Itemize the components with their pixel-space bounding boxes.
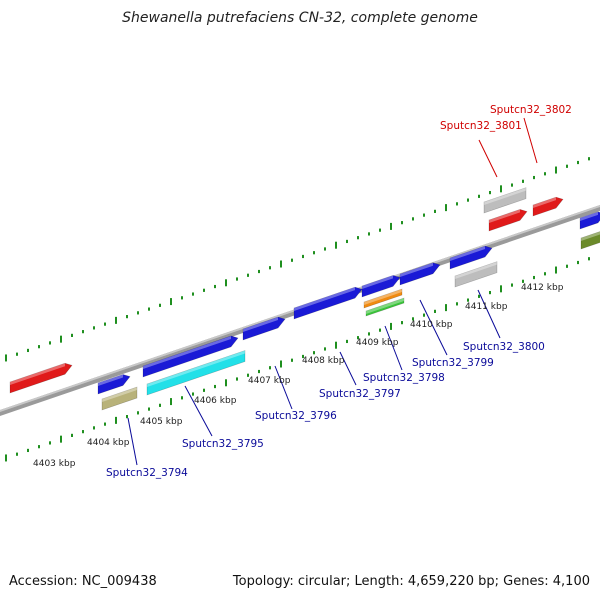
- gene-arrow-3799: [399, 262, 441, 286]
- scale-tick-label: 4403 kbp: [33, 459, 76, 469]
- genome-summary-text: Topology: circular; Length: 4,659,220 bp…: [232, 574, 590, 589]
- gene-box-edge-highlight: [581, 231, 600, 241]
- gene-arrow-3797: [293, 286, 363, 320]
- gene-arrow-3794: [97, 374, 131, 395]
- leader-line: [419, 299, 448, 356]
- scale-tick-labels: 4403 kbp 4404 kbp 4405 kbp 4406 kbp 4407 kbp…: [33, 283, 564, 469]
- gene-labels: Sputcn32_3794 Sputcn32_3795 Sputcn32_3796 S…: [106, 104, 572, 479]
- scale-tick-label: 4404 kbp: [87, 438, 130, 448]
- leader-line: [339, 351, 357, 386]
- gene-label: Sputcn32_3796: [255, 410, 337, 422]
- gene-arrow-3800a-highlight: [450, 246, 485, 261]
- scale-tick-label: 4408 kbp: [302, 356, 345, 366]
- gene-box-3798-highlight: [364, 289, 402, 305]
- leader-line: [523, 117, 538, 164]
- leader-line: [184, 385, 213, 437]
- gene-arrow-edge: [579, 211, 600, 230]
- leader-line: [384, 325, 403, 371]
- leader-line: [477, 289, 501, 339]
- leader-line: [478, 139, 498, 178]
- gene-box-3798: [363, 288, 403, 309]
- gene-label: Sputcn32_3794: [106, 467, 188, 479]
- map-title: Shewanella putrefaciens CN-32, complete …: [122, 10, 478, 26]
- gene-label: Sputcn32_3799: [412, 357, 494, 369]
- leader-line: [127, 417, 138, 466]
- gene-box-3795: [146, 350, 246, 396]
- scale-line-bottom: [5, 257, 590, 462]
- gene-label: Sputcn32_3795: [182, 438, 264, 450]
- scale-tick-label: 4412 kbp: [521, 283, 564, 293]
- gene-arrow-3801-highlight: [489, 209, 520, 223]
- gene-arrow-3797-highlight: [294, 287, 355, 311]
- leader-line: [274, 365, 293, 410]
- gene-label: Sputcn32_3797: [319, 388, 401, 400]
- gene-box-3801-highlight: [484, 187, 526, 205]
- gene-label: Sputcn32_3802: [490, 104, 572, 116]
- gene-arrow-3795a-highlight: [143, 335, 231, 369]
- scale-tick-label: 4409 kbp: [356, 338, 399, 348]
- gene-arrow-edge-highlight: [580, 211, 598, 221]
- gene-box-3798b-highlight: [366, 298, 404, 314]
- scale-tick-label: 4405 kbp: [140, 417, 183, 427]
- scale-tick-label: 4406 kbp: [194, 396, 237, 406]
- gene-arrow-3794-highlight: [98, 374, 123, 386]
- gene-box-3800-highlight: [455, 261, 497, 279]
- gene-arrow-3802-highlight: [533, 197, 556, 208]
- gene-box-3800: [454, 261, 498, 288]
- gene-box-3801: [483, 187, 527, 214]
- gene-box-3795-highlight: [147, 350, 245, 387]
- gene-label: Sputcn32_3800: [463, 341, 545, 353]
- scale-tick-label: 4407 kbp: [248, 376, 291, 386]
- gene-features: [9, 187, 600, 411]
- gene-arrow-red: [9, 362, 73, 394]
- gene-box-3794b-highlight: [102, 387, 137, 402]
- accession-text: Accession: NC_009438: [9, 574, 157, 589]
- gene-box-edge: [580, 231, 600, 250]
- gene-arrow-3802: [532, 196, 564, 217]
- gene-arrow-3798a: [361, 275, 401, 298]
- gene-arrow-3799-highlight: [400, 262, 433, 277]
- gene-box-3794b: [101, 386, 138, 411]
- scale-tick-label: 4410 kbp: [410, 320, 453, 330]
- gene-arrow-3798a-highlight: [362, 275, 393, 289]
- label-leaders: [127, 117, 538, 466]
- gene-arrow-3795a: [142, 335, 239, 378]
- gene-arrow-3796: [242, 316, 286, 341]
- gene-label: Sputcn32_3801: [440, 120, 522, 132]
- gene-arrow-3800a: [449, 245, 493, 270]
- gene-arrow-3801: [488, 209, 528, 232]
- gene-label: Sputcn32_3798: [363, 372, 445, 384]
- gene-arrow-red-highlight: [10, 363, 65, 385]
- scale-line-top: [5, 157, 590, 362]
- gene-arrow-3796-highlight: [243, 317, 278, 332]
- gene-box-3798b: [365, 297, 405, 317]
- scale-tick-label: 4411 kbp: [465, 302, 508, 312]
